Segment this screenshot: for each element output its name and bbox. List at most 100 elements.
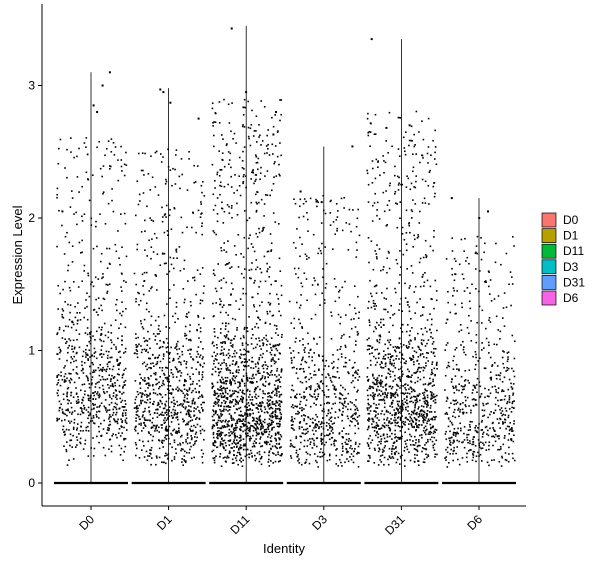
data-point — [313, 277, 315, 279]
data-point — [108, 368, 111, 370]
data-point — [83, 404, 85, 407]
data-point — [375, 256, 378, 258]
data-point — [316, 423, 318, 426]
data-point — [276, 415, 279, 417]
data-point — [148, 411, 150, 413]
data-point — [58, 328, 61, 331]
data-point — [150, 219, 153, 221]
data-point — [372, 381, 374, 384]
data-point — [157, 356, 159, 359]
data-point — [252, 334, 254, 336]
data-point — [235, 361, 238, 363]
data-point — [257, 326, 260, 329]
data-point — [429, 377, 431, 380]
data-point — [408, 221, 411, 224]
data-point — [58, 358, 61, 360]
data-point — [376, 214, 378, 217]
data-point — [101, 326, 103, 329]
data-point — [353, 350, 355, 353]
data-point — [383, 210, 386, 213]
data-point — [293, 366, 295, 369]
data-point — [261, 455, 263, 458]
data-point — [232, 138, 234, 140]
data-point — [419, 210, 421, 213]
data-point — [368, 420, 370, 422]
data-point — [426, 420, 429, 422]
data-point — [264, 175, 266, 177]
data-point — [219, 441, 222, 443]
data-point — [213, 351, 215, 354]
data-point — [427, 146, 430, 148]
data-point — [377, 357, 380, 359]
data-point — [255, 201, 258, 204]
data-point — [270, 412, 273, 415]
data-point — [381, 451, 384, 453]
data-point — [386, 417, 389, 419]
data-point — [309, 405, 312, 408]
data-point — [99, 404, 101, 407]
data-point — [348, 304, 351, 306]
data-point — [92, 371, 94, 374]
data-point — [69, 433, 72, 436]
data-point — [426, 410, 429, 412]
data-point — [410, 435, 413, 438]
data-point — [194, 436, 196, 438]
data-point — [275, 417, 278, 420]
data-point — [244, 365, 246, 368]
data-point — [178, 348, 181, 350]
data-point — [71, 358, 74, 360]
data-point — [181, 353, 184, 356]
data-point — [158, 354, 161, 357]
data-point — [121, 421, 123, 424]
data-point — [274, 394, 276, 396]
data-point — [59, 351, 61, 354]
data-point — [233, 432, 236, 435]
data-point — [409, 188, 412, 191]
data-point — [186, 432, 189, 435]
data-point — [290, 396, 292, 399]
data-point — [270, 283, 272, 286]
data-point — [415, 422, 417, 424]
data-point — [412, 355, 414, 357]
data-point — [375, 404, 378, 406]
data-point — [410, 209, 413, 211]
data-point — [123, 409, 125, 412]
data-point — [374, 133, 377, 135]
data-point — [253, 426, 255, 429]
data-point — [257, 361, 259, 364]
data-point — [119, 397, 121, 400]
data-point — [246, 406, 248, 409]
data-point — [106, 432, 108, 434]
data-point — [374, 348, 376, 351]
data-point — [219, 408, 221, 411]
data-point — [135, 346, 138, 348]
data-point — [327, 373, 329, 375]
data-point — [116, 358, 118, 361]
data-point — [382, 434, 385, 437]
data-point — [268, 430, 271, 433]
data-point — [312, 233, 315, 236]
data-point — [422, 392, 424, 394]
data-point — [166, 414, 168, 416]
data-point — [152, 251, 155, 253]
data-point — [235, 403, 237, 406]
data-point — [390, 394, 393, 397]
data-point — [255, 429, 257, 431]
data-point — [426, 456, 428, 459]
data-point — [228, 452, 231, 455]
data-point — [233, 439, 235, 441]
data-point — [167, 416, 169, 419]
data-point — [346, 450, 348, 452]
data-point — [502, 421, 504, 423]
data-point — [212, 341, 214, 343]
data-point — [71, 413, 73, 415]
data-point — [234, 335, 236, 338]
data-point — [219, 443, 222, 445]
data-point — [161, 439, 163, 442]
data-point — [276, 344, 279, 346]
data-point — [250, 243, 253, 245]
data-point — [338, 377, 340, 379]
data-point — [120, 425, 122, 427]
data-point — [427, 440, 429, 443]
data-point — [378, 381, 380, 384]
